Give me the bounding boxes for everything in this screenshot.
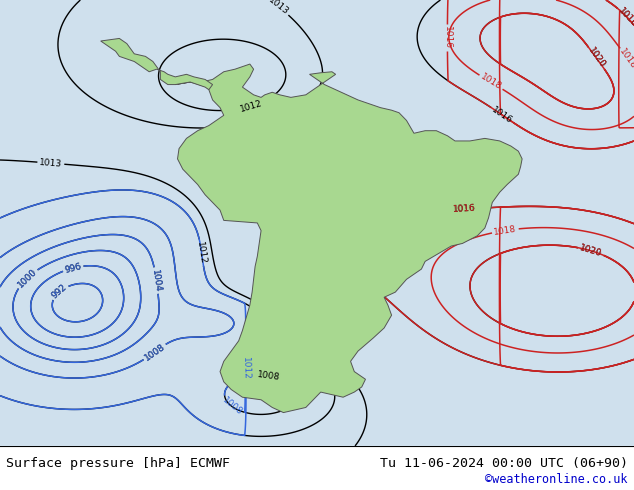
Text: 1012: 1012 xyxy=(239,98,264,114)
Text: 992: 992 xyxy=(50,283,69,301)
Text: 996: 996 xyxy=(63,262,82,274)
Text: 1018: 1018 xyxy=(618,47,634,71)
Text: 1004: 1004 xyxy=(150,269,162,293)
Text: 1016: 1016 xyxy=(452,204,476,215)
Text: 1008: 1008 xyxy=(143,342,167,362)
Text: 1012: 1012 xyxy=(241,357,250,380)
Text: Surface pressure [hPa] ECMWF: Surface pressure [hPa] ECMWF xyxy=(6,457,230,470)
Text: 1016: 1016 xyxy=(443,26,452,49)
Text: 1013: 1013 xyxy=(39,158,63,169)
Text: 1012: 1012 xyxy=(195,241,208,265)
Text: 1020: 1020 xyxy=(586,46,607,70)
Text: Tu 11-06-2024 00:00 UTC (06+90): Tu 11-06-2024 00:00 UTC (06+90) xyxy=(380,457,628,470)
Text: 1020: 1020 xyxy=(579,243,604,258)
Text: 1004: 1004 xyxy=(150,269,162,293)
Text: 1008: 1008 xyxy=(143,342,167,362)
Text: 1000: 1000 xyxy=(16,267,39,290)
Text: ©weatheronline.co.uk: ©weatheronline.co.uk xyxy=(485,472,628,486)
Text: 1020: 1020 xyxy=(579,243,604,258)
Text: 1008: 1008 xyxy=(220,396,243,417)
Text: 1020: 1020 xyxy=(586,46,607,70)
Polygon shape xyxy=(175,64,522,413)
Text: 996: 996 xyxy=(63,262,82,274)
Text: 1016: 1016 xyxy=(452,204,476,215)
Text: 1016: 1016 xyxy=(616,6,634,29)
Text: 1000: 1000 xyxy=(16,267,39,290)
Text: 1018: 1018 xyxy=(493,224,517,237)
Text: 1018: 1018 xyxy=(479,73,503,92)
Text: 1016: 1016 xyxy=(616,6,634,29)
Text: 1013: 1013 xyxy=(266,0,290,17)
Text: 1008: 1008 xyxy=(257,370,280,382)
Text: 992: 992 xyxy=(50,283,69,301)
Polygon shape xyxy=(101,38,212,90)
Text: 1016: 1016 xyxy=(490,105,514,125)
